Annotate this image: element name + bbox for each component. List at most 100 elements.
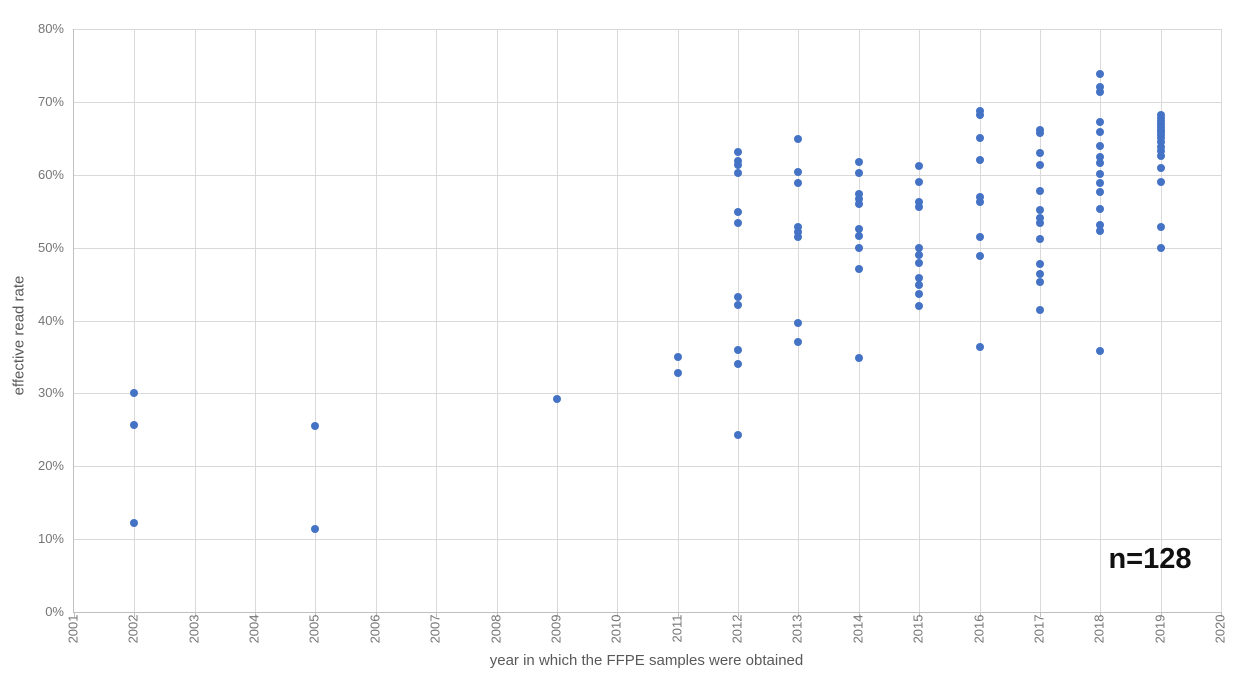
data-point [794,227,803,236]
data-point [1096,205,1105,213]
data-point [1096,88,1105,97]
data-point [1035,161,1044,170]
data-point [854,194,863,203]
data-point [794,232,803,241]
data-point [673,352,682,361]
plot-area [73,29,1222,617]
data-point [975,193,984,202]
data-point [734,156,743,165]
x-tick-label: 2018 [1091,614,1107,644]
x-axis-tick [436,612,438,617]
data-point [1096,159,1105,168]
data-point [1035,218,1044,227]
data-point [794,167,803,176]
data-point [975,134,984,143]
data-point [975,343,984,352]
data-point [854,244,863,253]
x-tick-label: 2002 [125,614,141,644]
x-axis-title: year in which the FFPE samples were obta… [489,652,804,669]
y-tick-label: 60% [37,166,64,182]
data-point [130,420,139,429]
y-axis-title: effective read rate [10,275,28,396]
data-point [734,430,743,439]
gridline-vertical [375,29,377,612]
gridline-vertical [496,29,498,612]
data-point [734,148,743,157]
gridline-vertical [436,29,438,612]
x-axis-tick [1160,612,1162,617]
data-point [975,233,984,242]
data-point [1156,151,1165,160]
data-point [915,162,924,170]
data-point [1035,277,1044,286]
x-axis-tick [1039,612,1041,617]
data-point [1156,147,1165,156]
data-point [915,178,924,187]
data-point [734,218,743,227]
data-point [1096,127,1105,136]
data-point [1035,234,1044,243]
gridline-vertical [1221,29,1222,612]
data-point [854,189,863,198]
data-point [915,301,924,310]
x-axis-tick [798,612,800,617]
data-point [734,301,743,310]
data-point [311,524,320,533]
y-tick-label: 20% [37,458,64,474]
x-tick-label: 2020 [1212,614,1228,644]
y-tick-label: 50% [37,239,64,255]
x-axis-tick [315,612,317,617]
data-point [854,231,863,240]
x-axis-tick [677,612,679,617]
data-point [1096,347,1105,356]
data-point [552,395,561,404]
data-point [1035,305,1044,314]
data-point [854,225,863,234]
x-axis-tick [496,612,498,617]
data-point [915,273,924,282]
data-point [1156,143,1165,152]
data-point [915,243,924,252]
gridline-horizontal [74,320,1221,322]
gridline-vertical [858,29,860,612]
data-point [854,354,863,363]
x-axis-tick [194,612,196,617]
data-point [915,289,924,298]
x-axis-tick [1100,612,1102,617]
gridline-vertical [1100,29,1102,612]
data-point [1096,179,1105,188]
x-axis-tick [738,612,740,617]
gridline-horizontal [74,393,1221,395]
data-point [1096,82,1105,91]
gridline-vertical [134,29,136,612]
data-point [1035,269,1044,278]
gridline-vertical [919,29,921,612]
gridline-horizontal [74,29,1221,30]
gridline-vertical [255,29,257,612]
sample-size-annotation: n=128 [1108,543,1192,575]
data-point [794,223,803,232]
data-point [1096,117,1105,126]
x-axis-tick [74,612,75,617]
y-tick-label: 40% [37,312,64,328]
data-point [1156,244,1165,253]
data-point [1156,137,1165,146]
data-point [1035,129,1044,138]
data-point [915,280,924,289]
gridline-vertical [315,29,317,612]
data-point [1096,141,1105,150]
gridline-horizontal [74,466,1221,468]
data-point [1035,214,1044,223]
gridline-horizontal [74,539,1221,541]
gridline-vertical [677,29,679,612]
x-axis-tick [134,612,136,617]
data-point [1096,226,1105,235]
data-point [1156,178,1165,187]
data-point [1096,188,1105,197]
gridline-vertical [738,29,740,612]
data-point [130,519,139,528]
data-point [975,106,984,115]
data-point [854,199,863,208]
data-point [1035,205,1044,214]
